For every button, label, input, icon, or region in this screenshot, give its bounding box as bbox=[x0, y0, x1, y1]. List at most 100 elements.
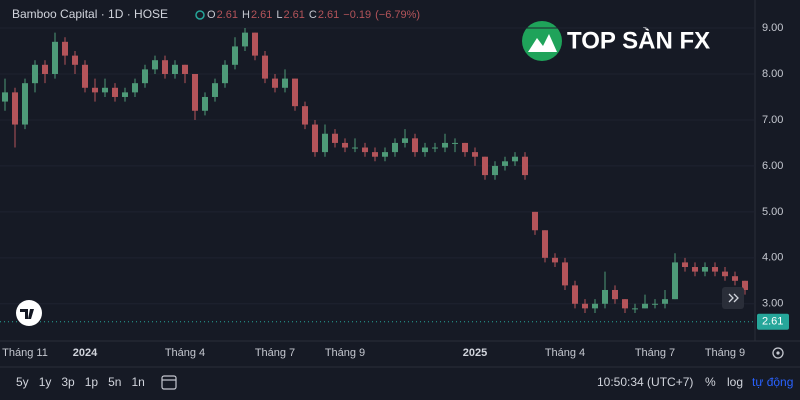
candle-body bbox=[422, 147, 428, 153]
y-tick-label: 3.00 bbox=[762, 298, 783, 310]
legend-text: H bbox=[242, 9, 250, 21]
candle-body bbox=[562, 262, 568, 286]
watermark: TOP SÀN FX bbox=[522, 21, 710, 61]
x-tick-label: Tháng 7 bbox=[635, 347, 675, 359]
range-button[interactable]: 5n bbox=[108, 375, 121, 389]
candle-body bbox=[382, 152, 388, 157]
candle-body bbox=[192, 73, 198, 111]
candle-body bbox=[372, 152, 378, 157]
legend-text: (−6.79%) bbox=[375, 9, 420, 21]
range-button[interactable]: 1y bbox=[39, 375, 52, 389]
candle-body bbox=[222, 64, 228, 84]
candle-body bbox=[112, 87, 118, 97]
range-button[interactable]: 1p bbox=[85, 375, 99, 389]
candle-body bbox=[272, 78, 278, 88]
candle-body bbox=[282, 78, 288, 88]
candle-body bbox=[542, 230, 548, 258]
candle-body bbox=[632, 308, 638, 310]
candle-body bbox=[102, 87, 108, 93]
candle-body bbox=[612, 289, 618, 300]
x-tick-label: Tháng 9 bbox=[325, 347, 365, 359]
candle-body bbox=[352, 147, 358, 149]
candle-body bbox=[602, 289, 608, 304]
candle-body bbox=[532, 211, 538, 231]
range-button[interactable]: 5y bbox=[16, 375, 29, 389]
legend-text: L bbox=[276, 9, 282, 21]
candle-body bbox=[212, 83, 218, 97]
tv-logo bbox=[16, 300, 42, 326]
candle-body bbox=[522, 156, 528, 176]
candle-body bbox=[622, 299, 628, 309]
legend-text: 2.61 bbox=[318, 9, 339, 21]
settings-button[interactable] bbox=[772, 347, 784, 359]
candle-body bbox=[592, 303, 598, 309]
last-price-box bbox=[757, 313, 789, 330]
candle-body bbox=[472, 152, 478, 157]
candle-body bbox=[412, 138, 418, 153]
legend-text: 2.61 bbox=[251, 9, 272, 21]
candle-body bbox=[342, 142, 348, 148]
candle-body bbox=[322, 133, 328, 153]
candle-body bbox=[242, 32, 248, 47]
candle-body bbox=[672, 262, 678, 300]
candle-body bbox=[482, 156, 488, 176]
candle-body bbox=[182, 64, 188, 74]
percent-toggle[interactable]: % bbox=[705, 375, 716, 389]
candle-body bbox=[252, 32, 258, 56]
candle-body bbox=[32, 64, 38, 84]
candle-body bbox=[72, 55, 78, 65]
candle-body bbox=[2, 92, 8, 102]
date-range-button[interactable] bbox=[161, 375, 177, 390]
candle-body bbox=[492, 165, 498, 176]
candle-body bbox=[22, 83, 28, 125]
candle-body bbox=[662, 299, 668, 304]
candle-body bbox=[652, 303, 658, 305]
x-tick-label: Tháng 11 bbox=[2, 347, 48, 359]
auto-toggle[interactable]: tự động bbox=[752, 375, 793, 389]
candle-body bbox=[142, 69, 148, 84]
range-button[interactable]: 1n bbox=[131, 375, 144, 389]
y-tick-label: 8.00 bbox=[762, 68, 783, 80]
candle-body bbox=[202, 96, 208, 111]
candle-body bbox=[162, 60, 168, 74]
legend-text: 2.61 bbox=[283, 9, 304, 21]
candle-body bbox=[642, 303, 648, 309]
candle-body bbox=[432, 147, 438, 149]
y-tick-label: 6.00 bbox=[762, 160, 783, 172]
x-tick-label: Tháng 4 bbox=[165, 347, 205, 359]
candle-body bbox=[742, 280, 748, 290]
candle-body bbox=[42, 64, 48, 74]
y-tick-label: 7.00 bbox=[762, 114, 783, 126]
y-tick-label: 4.00 bbox=[762, 252, 783, 264]
candle-body bbox=[392, 142, 398, 153]
candle-body bbox=[92, 87, 98, 93]
candle-body bbox=[122, 92, 128, 97]
candle-body bbox=[132, 83, 138, 93]
chart-title: Bamboo Capital · 1D · HOSE bbox=[12, 7, 168, 21]
candle-body bbox=[12, 92, 18, 125]
candle-body bbox=[732, 276, 738, 281]
candle-body bbox=[462, 142, 468, 153]
status-dot bbox=[195, 10, 205, 20]
range-button[interactable]: 3p bbox=[61, 375, 75, 389]
candle-body bbox=[362, 147, 368, 153]
y-tick-label: 9.00 bbox=[762, 22, 783, 34]
candle-body bbox=[302, 106, 308, 125]
scroll-button[interactable] bbox=[722, 287, 744, 309]
legend-text: O bbox=[207, 9, 216, 21]
candle-body bbox=[442, 142, 448, 148]
ohlc-legend: O 2.61 H 2.61 L 2.61 C 2.61 −0.19 (−6.79%) bbox=[207, 9, 420, 21]
clock: 10:50:34 (UTC+7) bbox=[597, 375, 693, 389]
candle-body bbox=[692, 267, 698, 272]
log-toggle[interactable]: log bbox=[727, 375, 743, 389]
candle-body bbox=[452, 142, 458, 144]
candle-body bbox=[232, 46, 238, 65]
candle-body bbox=[312, 124, 318, 153]
candle-body bbox=[152, 60, 158, 70]
plot bbox=[0, 27, 755, 323]
candle-body bbox=[402, 138, 408, 143]
y-tick-label: 5.00 bbox=[762, 206, 783, 218]
legend-text: −0.19 bbox=[343, 9, 371, 21]
